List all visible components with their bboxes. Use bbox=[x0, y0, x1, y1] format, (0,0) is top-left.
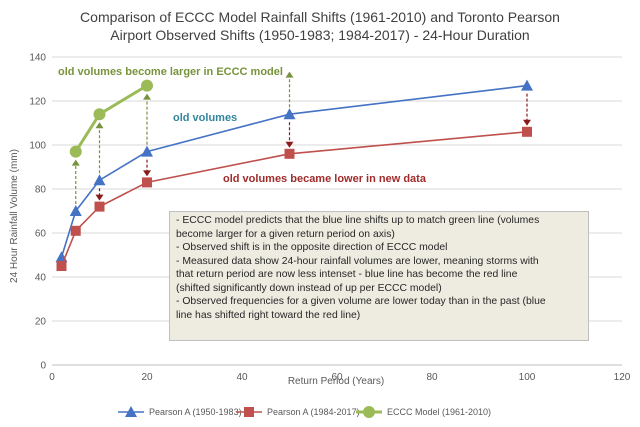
legend-label: ECCC Model (1961-2010) bbox=[387, 407, 491, 417]
y-axis-title: 24 Hour Rainfall Volume (mm) bbox=[9, 149, 20, 283]
data-point bbox=[70, 225, 81, 236]
data-point bbox=[93, 174, 106, 186]
note-line: that return period are now less intenset… bbox=[176, 269, 518, 280]
series-line bbox=[74, 84, 148, 153]
note-line: - Observed frequencies for a given volum… bbox=[176, 296, 546, 307]
data-point bbox=[94, 201, 105, 212]
shift-arrows bbox=[71, 71, 531, 204]
y-tick-label: 40 bbox=[35, 273, 47, 284]
data-point bbox=[141, 145, 153, 157]
y-tick-label: 0 bbox=[40, 361, 46, 372]
annotation-old-volumes: old volumes bbox=[173, 112, 237, 124]
chart-title: Comparison of ECCC Model Rainfall Shifts… bbox=[80, 9, 560, 43]
arrow-head bbox=[285, 141, 294, 148]
x-tick-label: 0 bbox=[49, 372, 55, 383]
data-point bbox=[69, 205, 82, 216]
annotation-lower: old volumes became lower in new data bbox=[223, 173, 427, 185]
arrow-head bbox=[143, 93, 151, 100]
y-tick-label: 80 bbox=[35, 185, 47, 196]
x-tick-label: 80 bbox=[426, 372, 438, 383]
note-line: - Measured data show 24-hour rainfall vo… bbox=[176, 255, 539, 267]
legend: Pearson A (1950-1983) Pearson A (1984-201… bbox=[118, 406, 491, 418]
y-tick-label: 100 bbox=[29, 141, 46, 152]
annotations: old volumes become larger in ECCC model … bbox=[58, 66, 427, 185]
data-point bbox=[56, 261, 67, 271]
y-tick-label: 140 bbox=[29, 53, 46, 64]
y-tick-labels: 0 20 40 60 80 100 120 140 bbox=[29, 53, 46, 372]
note-line: line has shifted right toward the red li… bbox=[176, 309, 361, 321]
annotation-larger: old volumes become larger in ECCC model bbox=[58, 66, 283, 78]
series-lines bbox=[55, 79, 533, 271]
x-axis-title: Return Period (Years) bbox=[288, 376, 384, 387]
legend-label: Pearson A (1984-2017) bbox=[267, 407, 360, 417]
arrow-head bbox=[95, 122, 104, 129]
note-line: (shifted significantly down instead of u… bbox=[176, 282, 442, 294]
data-point bbox=[69, 145, 82, 158]
arrow-head bbox=[285, 71, 294, 78]
data-point bbox=[284, 148, 295, 159]
legend-item: ECCC Model (1961-2010) bbox=[356, 406, 491, 418]
series-line bbox=[60, 131, 528, 267]
x-tick-labels: 0 20 40 60 80 100 120 bbox=[49, 372, 631, 383]
x-tick-label: 120 bbox=[614, 372, 631, 383]
y-tick-label: 60 bbox=[35, 229, 47, 240]
series-line bbox=[60, 84, 528, 258]
series-2 bbox=[69, 79, 153, 158]
explanation-note: - ECCC model predicts that the blue line… bbox=[169, 211, 589, 341]
arrow-head bbox=[523, 119, 531, 126]
note-line: - Observed shift is in the opposite dire… bbox=[176, 242, 448, 253]
legend-item: Pearson A (1984-2017) bbox=[236, 407, 360, 417]
legend-marker bbox=[125, 406, 137, 417]
note-line: - ECCC model predicts that the blue line… bbox=[176, 215, 540, 226]
x-tick-label: 20 bbox=[141, 372, 153, 383]
data-point bbox=[521, 79, 533, 91]
legend-item: Pearson A (1950-1983) bbox=[118, 406, 242, 417]
x-tick-label: 40 bbox=[236, 372, 248, 383]
data-point bbox=[93, 108, 106, 121]
legend-marker bbox=[363, 406, 375, 418]
x-tick-label: 100 bbox=[519, 372, 536, 383]
data-point bbox=[283, 108, 296, 120]
arrow-head bbox=[143, 170, 151, 177]
chart-title-line-1: Comparison of ECCC Model Rainfall Shifts… bbox=[80, 9, 560, 25]
arrow-head bbox=[71, 159, 80, 166]
arrow-head bbox=[95, 194, 104, 201]
note-line: become larger for a given return period … bbox=[176, 228, 395, 240]
data-point bbox=[522, 126, 532, 137]
data-point bbox=[142, 177, 152, 188]
data-point bbox=[141, 79, 153, 92]
legend-marker bbox=[244, 407, 254, 417]
series-1 bbox=[56, 126, 532, 271]
chart-title-line-2: Airport Observed Shifts (1950-1983; 1984… bbox=[110, 27, 529, 43]
legend-label: Pearson A (1950-1983) bbox=[149, 407, 242, 417]
y-tick-label: 120 bbox=[29, 97, 46, 108]
x-tick-label: 60 bbox=[331, 372, 343, 383]
y-tick-label: 20 bbox=[35, 317, 47, 328]
